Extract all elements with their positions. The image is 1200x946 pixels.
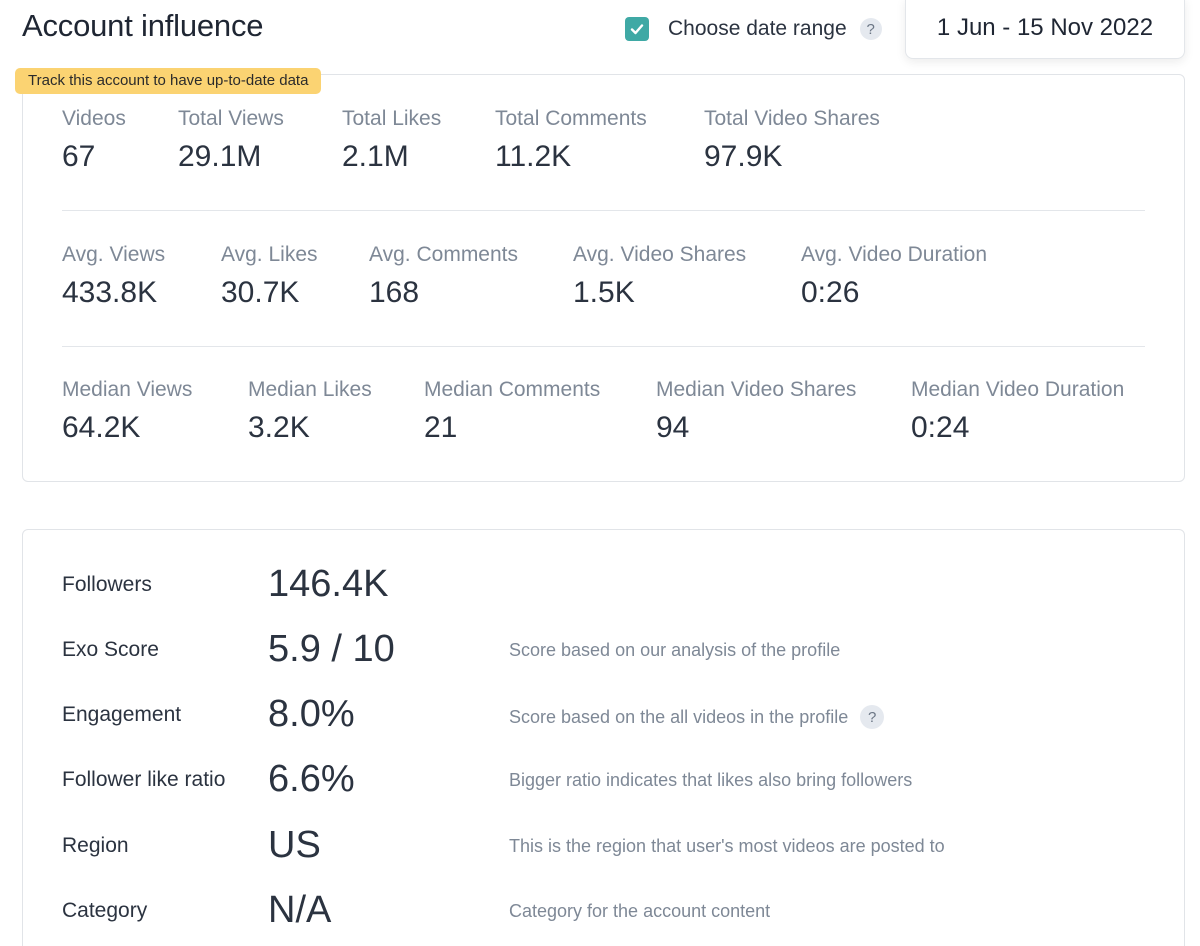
stat-median-video-duration: Median Video Duration 0:24 xyxy=(911,378,1124,445)
stat-label: Avg. Video Shares xyxy=(573,243,747,266)
stat-value: 64.2K xyxy=(62,411,141,444)
profile-description-text: Score based on the all videos in the pro… xyxy=(509,706,849,727)
page-title: Account influence xyxy=(22,8,264,43)
profile-value: 8.0% xyxy=(268,693,355,735)
profile-label: Region xyxy=(62,834,129,857)
stat-value: 2.1M xyxy=(342,140,409,173)
profile-value: 146.4K xyxy=(268,563,389,605)
date-range-toggle: Choose date range ? xyxy=(625,15,882,43)
stat-label: Total Comments xyxy=(495,107,647,130)
stat-total-comments: Total Comments 11.2K xyxy=(495,107,647,174)
stat-value: 0:26 xyxy=(801,276,860,309)
profile-description-text: Bigger ratio indicates that likes also b… xyxy=(509,770,913,790)
profile-description: Bigger ratio indicates that likes also b… xyxy=(509,770,912,791)
profile-description: Score based on the all videos in the pro… xyxy=(509,705,885,729)
stat-value: 3.2K xyxy=(248,411,310,444)
profile-row-followers: Followers 146.4K xyxy=(23,563,1184,613)
profile-value: N/A xyxy=(268,889,332,931)
question-help-icon[interactable]: ? xyxy=(860,705,885,729)
date-range-label[interactable]: Choose date range xyxy=(668,17,847,40)
stat-label: Median Comments xyxy=(424,378,601,401)
profile-description-text: Score based on our analysis of the profi… xyxy=(509,640,841,660)
stat-label: Videos xyxy=(62,107,126,130)
profile-row-engagement: Engagement 8.0% Score based on the all v… xyxy=(23,693,1184,743)
profile-description-text: This is the region that user's most vide… xyxy=(509,836,945,856)
check-icon xyxy=(630,24,644,35)
profile-value: US xyxy=(268,824,321,866)
profile-description: This is the region that user's most vide… xyxy=(509,836,945,857)
stat-value: 21 xyxy=(424,411,458,444)
question-help-icon[interactable]: ? xyxy=(859,18,882,40)
profile-label: Followers xyxy=(62,573,152,596)
profile-label: Category xyxy=(62,899,148,922)
profile-label: Exo Score xyxy=(62,638,159,661)
profile-description: Category for the account content xyxy=(509,901,770,922)
stat-value: 67 xyxy=(62,140,96,173)
profile-value: 5.9 / 10 xyxy=(268,628,395,670)
profile-label: Follower like ratio xyxy=(62,768,226,791)
profile-row-exo-score: Exo Score 5.9 / 10 Score based on our an… xyxy=(23,628,1184,678)
divider xyxy=(62,210,1145,211)
stat-median-views: Median Views 64.2K xyxy=(62,378,192,445)
profile-row-region: Region US This is the region that user's… xyxy=(23,824,1184,874)
stat-value: 29.1M xyxy=(178,140,262,173)
stat-label: Avg. Likes xyxy=(221,243,318,266)
track-account-badge[interactable]: Track this account to have up-to-date da… xyxy=(15,68,322,94)
stat-avg-likes: Avg. Likes 30.7K xyxy=(221,243,318,310)
stat-value: 168 xyxy=(369,276,420,309)
stat-label: Total Video Shares xyxy=(704,107,880,130)
stat-value: 1.5K xyxy=(573,276,635,309)
stat-median-comments: Median Comments 21 xyxy=(424,378,600,445)
stat-value: 97.9K xyxy=(704,140,783,173)
profile-row-category: Category N/A Category for the account co… xyxy=(23,889,1184,939)
date-range-checkbox[interactable] xyxy=(625,17,649,41)
stat-avg-video-duration: Avg. Video Duration 0:26 xyxy=(801,243,987,310)
profile-label: Engagement xyxy=(62,703,182,726)
stat-label: Median Views xyxy=(62,378,193,401)
stat-label: Median Video Shares xyxy=(656,378,857,401)
stat-value: 94 xyxy=(656,411,690,444)
stat-median-likes: Median Likes 3.2K xyxy=(248,378,372,445)
stat-videos: Videos 67 xyxy=(62,107,126,174)
profile-description: Score based on our analysis of the profi… xyxy=(509,640,840,661)
date-range-picker[interactable]: 1 Jun - 15 Nov 2022 xyxy=(905,0,1185,59)
stat-label: Median Likes xyxy=(248,378,372,401)
stat-avg-comments: Avg. Comments 168 xyxy=(369,243,518,310)
stat-label: Total Likes xyxy=(342,107,442,130)
stat-avg-views: Avg. Views 433.8K xyxy=(62,243,165,310)
stat-median-video-shares: Median Video Shares 94 xyxy=(656,378,856,445)
stat-label: Avg. Video Duration xyxy=(801,243,988,266)
profile-row-follower-like-ratio: Follower like ratio 6.6% Bigger ratio in… xyxy=(23,758,1184,808)
stat-total-video-shares: Total Video Shares 97.9K xyxy=(704,107,880,174)
stat-label: Total Views xyxy=(178,107,284,130)
stat-label: Median Video Duration xyxy=(911,378,1125,401)
stat-total-likes: Total Likes 2.1M xyxy=(342,107,441,174)
stats-card: Videos 67 Total Views 29.1M Total Likes … xyxy=(22,74,1185,482)
stat-avg-video-shares: Avg. Video Shares 1.5K xyxy=(573,243,746,310)
divider xyxy=(62,346,1145,347)
stat-value: 11.2K xyxy=(495,140,572,173)
stat-value: 433.8K xyxy=(62,276,158,309)
profile-description-text: Category for the account content xyxy=(509,901,771,921)
stat-label: Avg. Comments xyxy=(369,243,518,266)
profile-card: Followers 146.4K Exo Score 5.9 / 10 Scor… xyxy=(22,529,1185,946)
stat-value: 30.7K xyxy=(221,276,300,309)
profile-value: 6.6% xyxy=(268,758,355,800)
stat-total-views: Total Views 29.1M xyxy=(178,107,284,174)
stat-value: 0:24 xyxy=(911,411,970,444)
stat-label: Avg. Views xyxy=(62,243,166,266)
